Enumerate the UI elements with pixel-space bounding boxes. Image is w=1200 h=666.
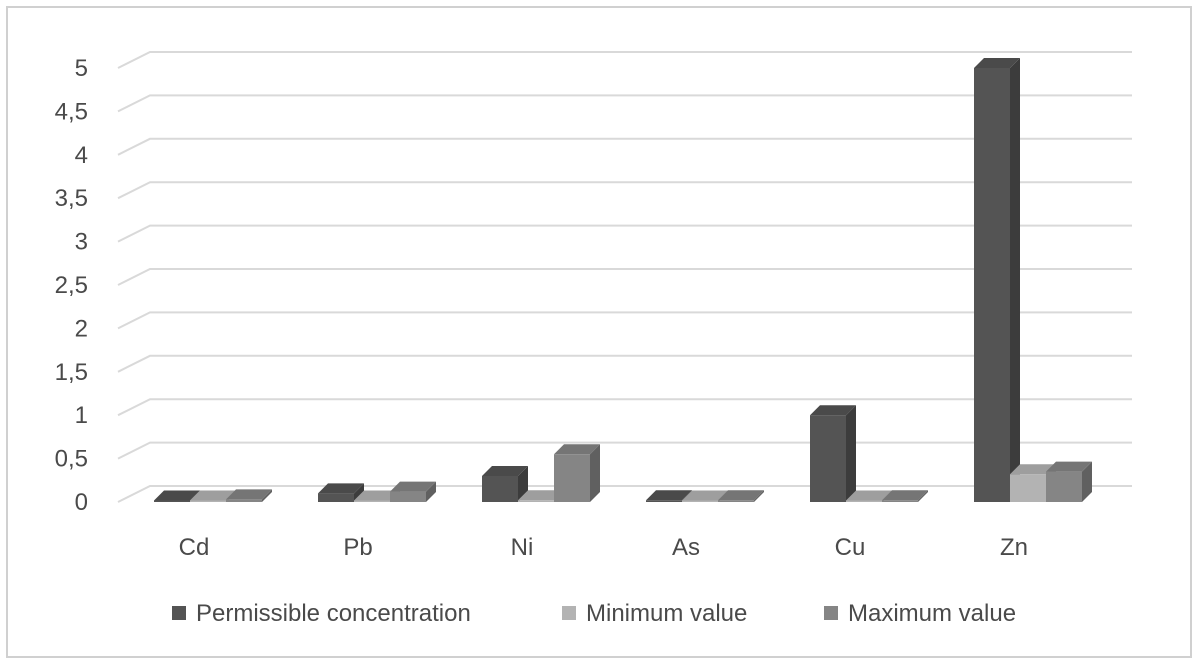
bar-top	[1046, 461, 1092, 472]
bar	[646, 500, 682, 502]
bar	[682, 500, 718, 502]
bar-top	[682, 490, 728, 501]
bar	[154, 500, 190, 502]
bar	[846, 500, 882, 502]
bar-group	[154, 489, 272, 502]
gridline	[117, 51, 1132, 69]
y-tick-label: 4	[75, 142, 88, 169]
bar-side	[846, 405, 856, 502]
y-tick-label: 1	[75, 402, 88, 429]
bar-top	[1010, 464, 1056, 475]
x-tick-label: Zn	[1000, 534, 1028, 561]
bar-top	[354, 490, 400, 501]
legend-label: Maximum value	[848, 600, 1016, 627]
legend-swatch	[562, 606, 576, 620]
legend-label: Permissible concentration	[196, 600, 471, 627]
bar	[810, 415, 846, 502]
gridline	[117, 311, 1132, 330]
gridline	[117, 398, 1132, 417]
y-tick-label: 0	[75, 489, 88, 516]
bar	[974, 68, 1010, 502]
y-tick-label: 3,5	[55, 185, 88, 212]
bar-side	[590, 444, 600, 502]
legend-swatch	[172, 606, 186, 620]
bar-group	[318, 481, 436, 502]
gridline	[117, 94, 1132, 113]
gridline	[117, 137, 1132, 156]
gridline	[117, 224, 1132, 243]
bar-group	[974, 58, 1092, 502]
x-tick-label: As	[672, 534, 700, 561]
bar-top	[974, 58, 1020, 68]
bar	[718, 500, 754, 502]
x-axis-ticks: Cd Pb Ni As Cu Zn	[179, 534, 1028, 561]
bar	[390, 491, 426, 502]
y-tick-label: 5	[75, 55, 88, 82]
bar-top	[810, 405, 856, 416]
y-tick-label: 2	[75, 315, 88, 342]
y-tick-label: 4,5	[55, 98, 88, 125]
bar-side	[1010, 58, 1020, 502]
bar-top	[226, 489, 272, 500]
bar-side	[426, 481, 436, 502]
bar	[190, 500, 226, 502]
gridline	[117, 441, 1132, 460]
bar-side	[754, 490, 764, 502]
x-tick-label: Pb	[343, 534, 372, 561]
bar-top	[318, 483, 364, 494]
bar-top	[554, 444, 600, 455]
bar-top	[718, 490, 764, 501]
gridline	[117, 268, 1132, 286]
bar-side	[262, 489, 272, 502]
bar-group	[646, 490, 764, 502]
x-tick-label: Ni	[511, 534, 534, 561]
bar-side	[918, 490, 928, 502]
bar-group	[810, 405, 928, 502]
bars	[154, 58, 1092, 502]
bar-top	[846, 490, 892, 501]
bar-top	[482, 465, 528, 476]
bar-top	[390, 481, 436, 492]
bar-top	[646, 490, 692, 501]
bar-side	[1082, 461, 1092, 502]
legend: Permissible concentration Minimum value Ma…	[172, 600, 1016, 627]
y-tick-label: 3	[75, 229, 88, 256]
bar	[318, 493, 354, 502]
y-tick-label: 0,5	[55, 446, 88, 473]
bar	[882, 500, 918, 502]
bar	[1046, 471, 1082, 502]
x-tick-label: Cd	[179, 534, 210, 561]
bar-top	[518, 490, 564, 501]
x-tick-label: Cu	[835, 534, 866, 561]
y-tick-label: 2,5	[55, 272, 88, 299]
legend-label: Minimum value	[586, 600, 747, 627]
y-axis-ticks: 0 0,5 1 1,5 2 2,5 3 3,5 4 4,5 5	[55, 55, 88, 516]
gridline	[117, 354, 1132, 373]
bar-top	[190, 490, 236, 501]
bar	[482, 475, 518, 502]
bar	[1010, 474, 1046, 502]
y-tick-label: 1,5	[55, 359, 88, 386]
bar-top	[154, 490, 200, 501]
bar	[226, 499, 262, 502]
gridline	[117, 485, 1132, 503]
bar	[354, 500, 390, 502]
bar	[518, 500, 554, 502]
legend-swatch	[824, 606, 838, 620]
bar-top	[882, 490, 928, 501]
bar-side	[354, 483, 364, 502]
bar	[554, 454, 590, 502]
grid-lines	[117, 51, 1132, 503]
gridline	[117, 181, 1132, 200]
bar-group	[482, 444, 600, 502]
